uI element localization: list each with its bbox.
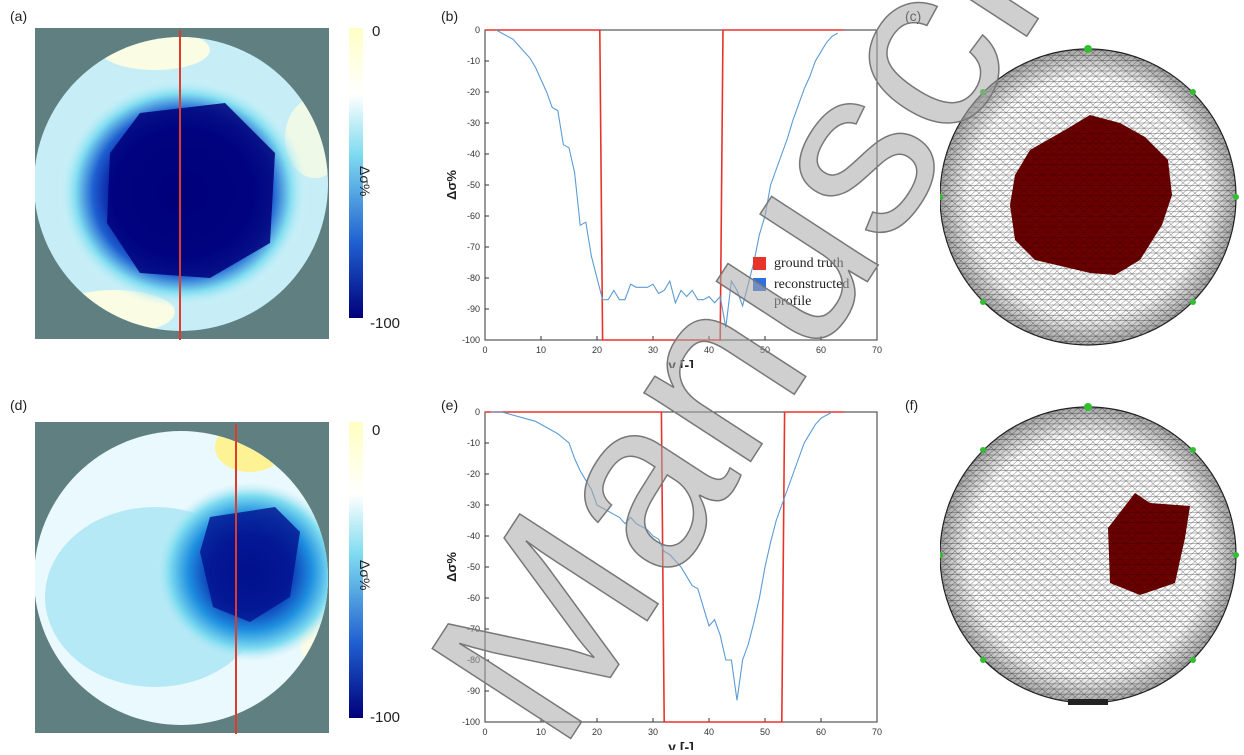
reconstruction-map-d (35, 422, 363, 734)
chart-legend: ground truth reconstructed profile (753, 255, 849, 310)
ground-truth-line (485, 411, 844, 723)
reconstructed-profile-line (490, 411, 833, 701)
x-tick-label: 60 (816, 727, 826, 737)
colorbar (349, 28, 363, 318)
profile-chart-e: 0 10 20 30 40 50 60 70 0 -10 -20 -30 -40 -50 -60 -70 -80… (444, 407, 882, 750)
legend-swatch-ground-truth (753, 257, 766, 270)
panel-label-a: (a) (10, 8, 28, 24)
y-tick-label: -90 (467, 686, 480, 696)
x-tick-label: 0 (482, 345, 487, 355)
x-tick-label: 30 (648, 727, 658, 737)
y-tick-label: -30 (467, 118, 480, 128)
y-tick-label: -60 (467, 593, 480, 603)
x-tick-label: 40 (704, 727, 714, 737)
mesh-c (940, 45, 1239, 346)
y-tick-label: -100 (462, 717, 480, 727)
y-tick-label: -60 (467, 211, 480, 221)
y-tick-label: -20 (467, 469, 480, 479)
x-tick-label: 20 (592, 727, 602, 737)
y-axis-label: Δσ% (444, 552, 459, 582)
y-tick-label: -70 (467, 624, 480, 634)
x-tick-label: 50 (760, 727, 770, 737)
colorbar-axis-label-d: Δσ% (357, 560, 373, 591)
y-tick-label: -50 (467, 562, 480, 572)
y-tick-label: -10 (467, 56, 480, 66)
profile-chart-b: 0 10 20 30 40 50 60 70 0 -10 -20 -30 -40 -50 -60 -70 -80… (444, 25, 882, 368)
x-tick-label: 60 (816, 345, 826, 355)
panel-label-c: (c) (905, 8, 922, 24)
y-tick-label: 0 (475, 407, 480, 417)
reconstructed-profile-line (495, 29, 839, 328)
legend-label-ground-truth: ground truth (774, 256, 844, 271)
legend-swatch-reconstructed (753, 278, 766, 291)
colorbar-axis-label-a: Δσ% (357, 166, 373, 197)
y-tick-label: -10 (467, 438, 480, 448)
legend-label-reconstructed: reconstructed (774, 277, 850, 292)
y-tick-label: -40 (467, 149, 480, 159)
colorbar-bottom-label-a: -100 (370, 315, 401, 332)
y-tick-label: -100 (462, 335, 480, 345)
x-tick-label: 40 (704, 345, 714, 355)
y-tick-label: -50 (467, 180, 480, 190)
y-tick-label: -20 (467, 87, 480, 97)
x-tick-label: 70 (872, 727, 882, 737)
reconstruction-map-a (35, 28, 363, 340)
y-axis-label: Δσ% (444, 170, 459, 200)
x-axis-label: y [-] (668, 357, 694, 368)
x-tick-label: 10 (536, 727, 546, 737)
panel-label-b: (b) (441, 8, 459, 24)
colorbar-bottom-label-d: -100 (370, 709, 401, 726)
panel-label-f: (f) (905, 397, 919, 413)
mesh-f (940, 403, 1239, 705)
x-tick-label: 70 (872, 345, 882, 355)
y-tick-label: -40 (467, 531, 480, 541)
colorbar-top-label-a: 0 (372, 23, 381, 40)
colorbar-top-label-d: 0 (372, 422, 381, 439)
colorbar (349, 422, 363, 718)
legend-item-ground-truth: ground truth (753, 255, 849, 272)
legend-label-reconstructed-line2: profile (774, 294, 812, 309)
ground-truth-line (485, 29, 844, 341)
y-tick-label: -80 (467, 655, 480, 665)
x-tick-label: 50 (760, 345, 770, 355)
inclusion-region (1108, 493, 1190, 595)
panel-label-d: (d) (10, 397, 28, 413)
y-tick-label: -30 (467, 500, 480, 510)
x-tick-label: 20 (592, 345, 602, 355)
inclusion-region (1010, 115, 1172, 275)
x-tick-label: 30 (648, 345, 658, 355)
y-tick-label: -90 (467, 304, 480, 314)
y-tick-label: -70 (467, 242, 480, 252)
panel-label-e: (e) (441, 397, 459, 413)
y-tick-label: -80 (467, 273, 480, 283)
x-axis-label: y [-] (668, 739, 694, 750)
x-tick-label: 10 (536, 345, 546, 355)
legend-item-reconstructed: reconstructed (753, 276, 849, 293)
y-tick-label: 0 (475, 25, 480, 35)
x-tick-label: 0 (482, 727, 487, 737)
